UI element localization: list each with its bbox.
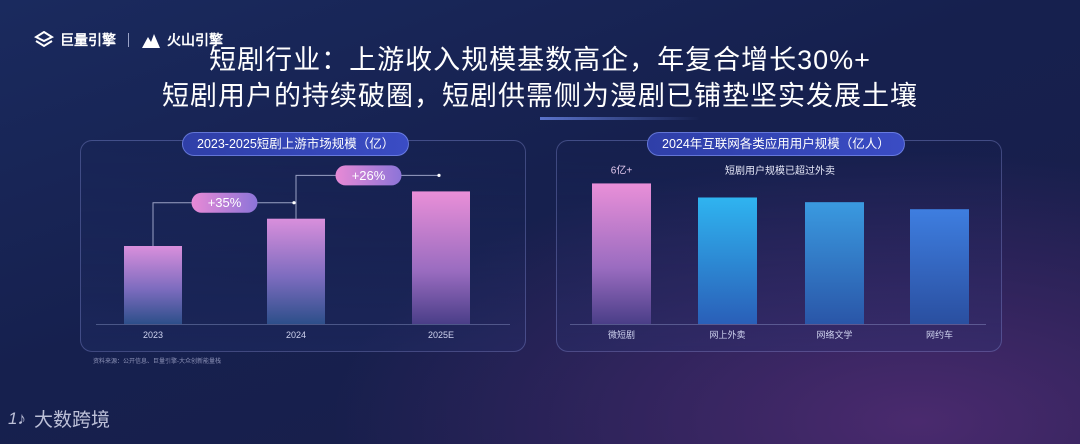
bar-2025E (412, 191, 470, 324)
x-tick-label: 网络文学 (816, 329, 852, 340)
title-underline (540, 117, 700, 120)
bar-网络文学 (805, 202, 864, 324)
chart-title-left: 2023-2025短剧上游市场规模（亿） (182, 132, 410, 156)
ocean-engine-logo-icon (34, 31, 54, 48)
logo-ocean-engine: 巨量引擎 (60, 32, 116, 48)
bar-网约车 (910, 209, 969, 324)
logo-volcano-engine: 火山引擎 (167, 32, 223, 48)
right-bar-chart: 微短剧 6亿+ 网上外卖 网络文学 网约车 短剧用户规模已超过外卖 (570, 163, 986, 340)
growth-2025-label: +26% (352, 168, 386, 183)
watermark-text: 大数跨境 (33, 410, 110, 431)
growth-2024-connector-dot (292, 201, 296, 205)
source-note: 资料来源：公开信息、巨量引擎-大众创新能量栈 (93, 359, 221, 365)
x-tick-label: 微短剧 (608, 329, 635, 340)
bar-微短剧 (592, 183, 651, 324)
x-tick-label: 网上外卖 (709, 329, 745, 340)
x-tick-label: 2023 (143, 330, 163, 340)
watermark-logo-icon: 1♪ (8, 408, 26, 428)
growth-2025-connector-dot (437, 173, 441, 177)
chart-title-right: 2024年互联网各类应用用户规模（亿人） (647, 132, 905, 156)
x-tick-label: 2025E (428, 330, 454, 340)
data-label: 6亿+ (611, 163, 633, 176)
logo-divider (128, 33, 129, 47)
volcano-engine-logo-icon (142, 34, 160, 48)
chart-annotation: 短剧用户规模已超过外卖 (725, 164, 835, 177)
growth-2024-label: +35% (208, 195, 242, 210)
watermark: 1♪ 大数跨境 (8, 405, 110, 432)
growth-2024-pill (191, 192, 258, 213)
x-tick-label: 2024 (286, 330, 306, 340)
bar-2024 (267, 218, 325, 324)
page-title-line-1: 短剧行业：上游收入规模基数高企，年复合增长30%+ (209, 45, 871, 75)
bar-网上外卖 (698, 197, 757, 324)
growth-2025-pill (335, 165, 402, 186)
left-bar-chart: 2023 2024 2025E +35% +26% (96, 165, 510, 340)
bar-2023 (124, 246, 182, 324)
x-tick-label: 网约车 (926, 329, 953, 340)
page-title-line-2: 短剧用户的持续破圈，短剧供需侧为漫剧已铺垫坚实发展土壤 (162, 81, 918, 111)
logo-bar: 巨量引擎 火山引擎 (34, 30, 223, 50)
